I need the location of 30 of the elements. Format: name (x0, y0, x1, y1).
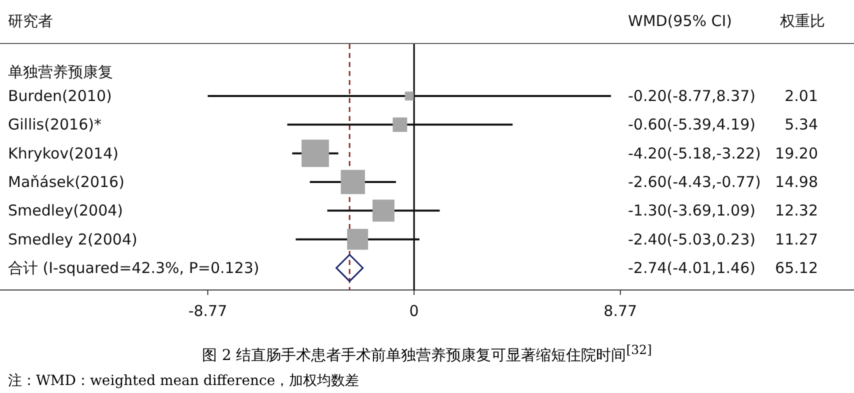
text: WMD(95% CI) (628, 12, 732, 30)
annotation: -4.20(-5.18,-3.22) (628, 144, 761, 162)
annotation: -0.20(-8.77,8.37) (628, 87, 756, 106)
y-tick-label: Burden(2010) (8, 87, 112, 106)
annotation: -1.30(-3.69,1.09) (628, 202, 756, 220)
y-tick-label: Khrykov(2014) (8, 144, 118, 162)
text: 权重比 (780, 12, 825, 31)
annotation: -2.60(-4.43,-0.77) (628, 173, 761, 191)
text: 研究者 (8, 12, 53, 31)
annotation: 65.12 (775, 258, 818, 277)
x-tick-label: 0 (409, 302, 419, 320)
annotation: 2.01 (784, 87, 818, 106)
annotation: -2.40(-5.03,0.23) (628, 230, 756, 248)
annotation: 19.20 (775, 144, 818, 162)
y-tick-label: Maňásek(2016) (8, 173, 124, 191)
annotation: 12.32 (775, 202, 818, 220)
x-tick-label: 8.77 (604, 302, 638, 320)
annotation: -2.74(-4.01,1.46) (628, 258, 756, 277)
text: 图 2 结直肠手术患者手术前单独营养预康复可显著缩短住院时间$^{[32]}$ (201, 342, 653, 365)
annotation: 14.98 (775, 173, 818, 191)
annotation: 5.34 (784, 116, 818, 134)
annotation: -0.60(-5.39,4.19) (628, 116, 756, 134)
x-tick-label: -8.77 (188, 302, 228, 320)
y-tick-label: Smedley(2004) (8, 202, 124, 220)
y-tick-label: Gillis(2016)* (8, 116, 102, 134)
text: 注：WMD：weighted mean difference，加权均数差 (8, 372, 360, 390)
annotation: 11.27 (775, 230, 818, 248)
y-tick-label: 合计 (I-squared=42.3%, P=0.123) (8, 258, 260, 277)
text: 单独营养预康复 (8, 63, 113, 81)
y-tick-label: Smedley 2(2004) (8, 230, 138, 248)
